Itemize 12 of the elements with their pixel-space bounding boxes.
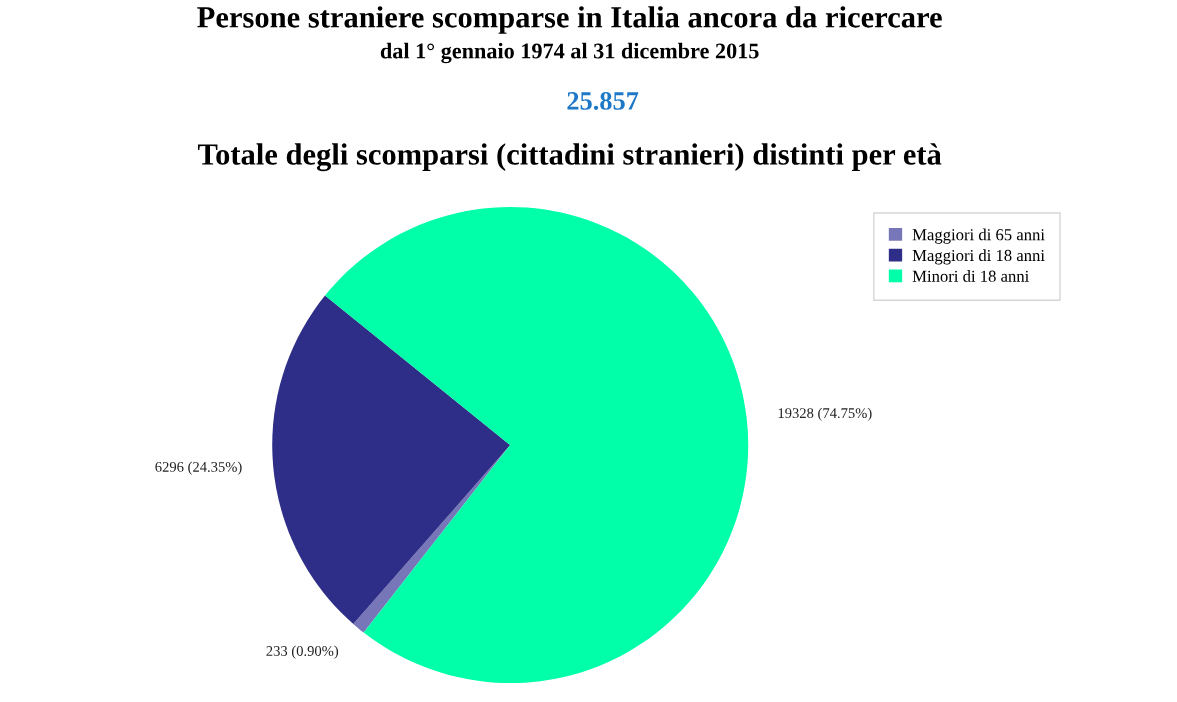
data-label: 233 (0.90%) (266, 645, 339, 659)
text: 25.857 (567, 91, 639, 110)
legend-label: Maggiori di 65 anni (912, 228, 1045, 244)
data-label: 19328 (74.75%) (778, 407, 872, 421)
pie-slice (353, 445, 511, 633)
chart-subtitle: dal 1° gennaio 1974 al 31 dicembre 2015 (380, 42, 759, 64)
chart-title: Persone straniere scomparse in Italia ancora da ricercare (197, 6, 942, 34)
data-label: 6296 (24.35%) (155, 461, 242, 475)
legend-label: Maggiori di 18 anni (912, 249, 1045, 265)
legend-label: Minori di 18 anni (912, 270, 1029, 282)
pie-slice (272, 295, 511, 625)
text: Totale degli scomparsi (cittadini stranieri) distinti per età (197, 143, 942, 172)
